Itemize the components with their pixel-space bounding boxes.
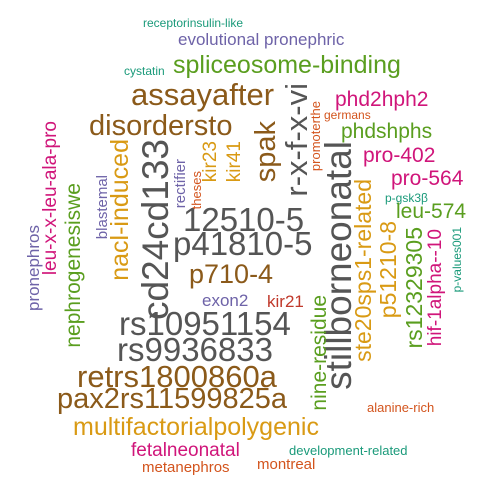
word-ste20sps1-related: ste20sps1-related [350,179,376,362]
word-spak: spak [250,121,282,183]
word-receptorinsulin-like: receptorinsulin-like [143,16,244,30]
word-alanine-rich: alanine-rich [367,400,435,415]
word-p41810-5: p41810-5 [173,225,313,262]
word-leu-x-x-leu-ala-pro: leu-x-x-leu-ala-pro [40,121,61,276]
word-leu-574: leu-574 [396,200,467,223]
word-p-gsk3b: p-gsk3β [385,191,428,205]
word-p-values001: p-values001 [450,227,464,293]
word-nacl-induced: nacl-induced [106,139,134,281]
word-nephrogenesiswe: nephrogenesiswe [62,183,85,348]
word-kir21: kir21 [267,292,304,311]
word-cystatin: cystatin [124,64,165,78]
word-pronephros: pronephros [24,225,43,312]
word-rs9936833: rs9936833 [117,331,273,368]
word-retrs1800860a: retrs1800860a [77,359,277,394]
word-pro-564: pro-564 [391,167,464,190]
word-12510-5: 12510-5 [183,201,305,238]
word-evolutional-pronephric: evolutional pronephric [178,30,345,49]
word-assayafter: assayafter [131,77,275,112]
word-p51210-8: p51210-8 [375,221,401,319]
word-development-related: development-related [289,443,408,458]
word-hif-1alpha--10: hif-1alpha--10 [425,229,446,347]
word-cd24cd133: cd24cd133 [135,139,176,321]
word-disordersto: disordersto [89,110,233,142]
word-spliceosome-binding: spliceosome-binding [173,51,401,79]
word-nine-residue: nine-residue [308,295,331,411]
word-metanephros: metanephros [142,459,230,476]
word-phd2hph2: phd2hph2 [335,88,429,111]
word-kir23: kir23 [200,141,221,183]
word-pax2rs11599825a: pax2rs11599825a [57,383,288,415]
word-montreal: montreal [257,456,316,473]
word-rs10951154: rs10951154 [119,305,291,342]
word-pro-402: pro-402 [363,144,436,167]
word-p710-4: p710-4 [189,259,274,289]
word-kir41: kir41 [224,141,245,183]
word-rs12329305: rs12329305 [401,227,427,349]
word-multifactorialpolygenic: multifactorialpolygenic [73,413,319,441]
word-exon2: exon2 [202,291,249,310]
word-germans: germans [324,108,371,122]
word-rectifier: rectifier [172,159,189,209]
word-fetalneonatal: fetalneonatal [131,440,240,461]
word-phdshphs: phdshphs [341,120,433,143]
